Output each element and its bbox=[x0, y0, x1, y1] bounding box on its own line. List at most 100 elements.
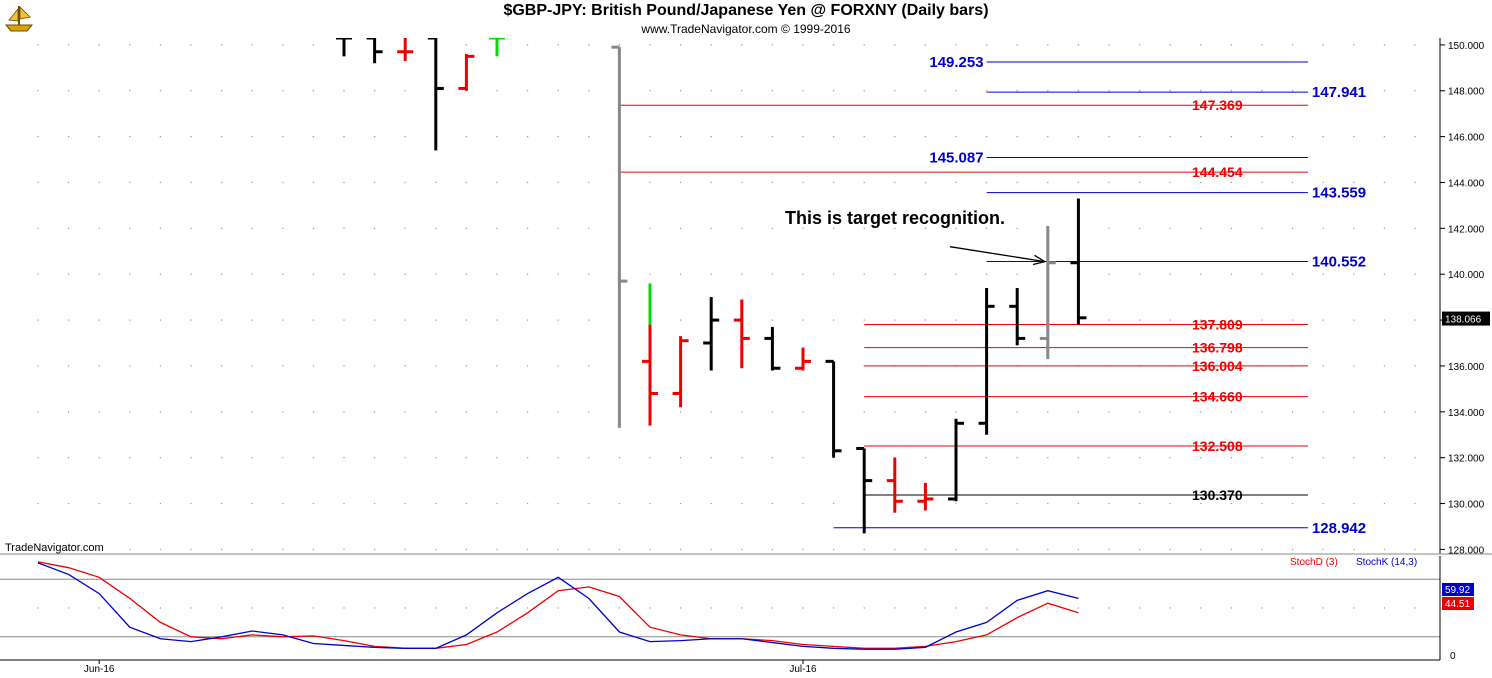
grid-dot bbox=[373, 227, 376, 230]
ohlc-bar bbox=[611, 45, 628, 428]
grid-dot bbox=[343, 227, 345, 230]
grid-dot bbox=[282, 502, 284, 505]
grid-dot bbox=[1077, 411, 1080, 413]
grid-dot bbox=[741, 502, 743, 505]
grid-dot bbox=[1261, 411, 1263, 413]
grid-dot bbox=[404, 411, 406, 413]
grid-dot bbox=[1077, 44, 1080, 46]
grid-dot bbox=[588, 90, 590, 92]
grid-dot bbox=[37, 227, 39, 230]
grid-dot bbox=[679, 181, 682, 184]
grid-dot bbox=[67, 273, 70, 275]
grid-dot bbox=[1353, 456, 1355, 459]
ohlc-bar bbox=[703, 297, 720, 371]
price-axis-label: 128.000 bbox=[1448, 545, 1485, 556]
grid-dot bbox=[67, 227, 70, 230]
grid-dot bbox=[588, 135, 590, 138]
grid-dot bbox=[771, 181, 774, 184]
grid-dot bbox=[526, 90, 529, 92]
grid-dot bbox=[649, 181, 651, 184]
grid-dot bbox=[220, 365, 223, 367]
grid-dot bbox=[1230, 90, 1233, 92]
grid-dot bbox=[1108, 502, 1110, 505]
grid-dot bbox=[1169, 607, 1171, 609]
grid-dot bbox=[251, 456, 253, 459]
grid-dot bbox=[404, 135, 406, 138]
grid-dot bbox=[251, 227, 253, 230]
grid-dot bbox=[37, 502, 39, 505]
grid-dot bbox=[1291, 181, 1294, 184]
grid-dot bbox=[771, 273, 774, 275]
grid-dot bbox=[98, 365, 100, 367]
grid-dot bbox=[1138, 607, 1141, 609]
grid-dot bbox=[588, 411, 590, 413]
grid-dot bbox=[1383, 456, 1386, 459]
grid-dot bbox=[802, 227, 804, 230]
grid-dot bbox=[343, 411, 345, 413]
grid-dot bbox=[343, 135, 345, 138]
grid-dot bbox=[679, 411, 682, 413]
grid-dot bbox=[1077, 607, 1080, 609]
grid-dot bbox=[679, 135, 682, 138]
grid-dot bbox=[1138, 548, 1141, 551]
grid-dot bbox=[1169, 411, 1171, 413]
grid-dot bbox=[67, 548, 70, 551]
ohlc-bar bbox=[642, 283, 658, 426]
grid-dot bbox=[955, 411, 957, 413]
grid-dot bbox=[98, 227, 100, 230]
grid-dot bbox=[557, 456, 559, 459]
grid-dot bbox=[129, 411, 131, 413]
grid-dot bbox=[1200, 607, 1202, 609]
grid-dot bbox=[1261, 502, 1263, 505]
grid-dot bbox=[1291, 411, 1294, 413]
grid-dot bbox=[1016, 607, 1018, 609]
level-label: 149.253 bbox=[929, 54, 983, 71]
grid-dot bbox=[1291, 548, 1294, 551]
grid-dot bbox=[649, 456, 651, 459]
grid-dot bbox=[1414, 365, 1416, 367]
grid-dot bbox=[190, 365, 192, 367]
grid-dot bbox=[1291, 502, 1294, 505]
grid-dot bbox=[1414, 319, 1416, 321]
grid-dot bbox=[1016, 227, 1018, 230]
grid-dot bbox=[924, 227, 927, 230]
grid-dot bbox=[1353, 44, 1355, 46]
grid-dot bbox=[1261, 607, 1263, 609]
price-axis-label: 134.000 bbox=[1448, 408, 1485, 419]
grid-dot bbox=[863, 181, 865, 184]
grid-dot bbox=[129, 135, 131, 138]
grid-dot bbox=[282, 135, 284, 138]
grid-dot bbox=[496, 502, 498, 505]
grid-dot bbox=[526, 273, 529, 275]
grid-dot bbox=[282, 90, 284, 92]
grid-dot bbox=[1230, 135, 1233, 138]
grid-dot bbox=[435, 411, 437, 413]
grid-dot bbox=[37, 548, 39, 551]
grid-dot bbox=[679, 456, 682, 459]
grid-dot bbox=[67, 607, 70, 609]
grid-dot bbox=[985, 456, 988, 459]
grid-dot bbox=[1108, 607, 1110, 609]
grid-dot bbox=[955, 135, 957, 138]
grid-dot bbox=[37, 319, 39, 321]
grid-dot bbox=[649, 227, 651, 230]
grid-dot bbox=[955, 90, 957, 92]
grid-dot bbox=[190, 319, 192, 321]
ohlc-bar bbox=[397, 38, 414, 61]
grid-dot bbox=[802, 502, 804, 505]
grid-dot bbox=[863, 135, 865, 138]
grid-dot bbox=[1230, 319, 1233, 321]
grid-dot bbox=[1322, 181, 1324, 184]
grid-dot bbox=[1291, 456, 1294, 459]
annotation-arrow-head bbox=[1032, 254, 1047, 266]
grid-dot bbox=[741, 607, 743, 609]
grid-dot bbox=[251, 90, 253, 92]
grid-dot bbox=[802, 456, 804, 459]
grid-dot bbox=[526, 181, 529, 184]
grid-dot bbox=[863, 44, 865, 46]
grid-dot bbox=[1077, 181, 1080, 184]
grid-dot bbox=[526, 502, 529, 505]
grid-dot bbox=[894, 227, 896, 230]
grid-dot bbox=[1200, 502, 1202, 505]
grid-dot bbox=[710, 181, 712, 184]
